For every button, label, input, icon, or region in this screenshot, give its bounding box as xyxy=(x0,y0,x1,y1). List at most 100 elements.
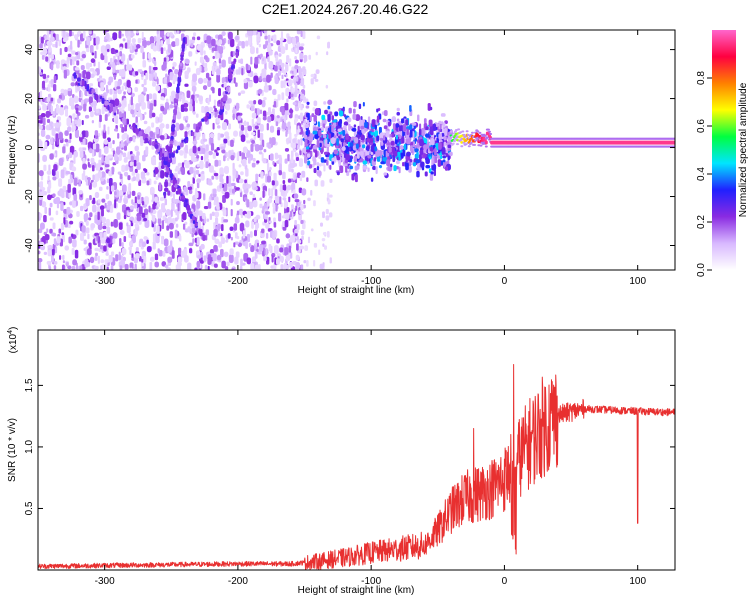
snr-series-line xyxy=(38,363,675,570)
heatmap-cell xyxy=(325,215,330,221)
heatmap-cell xyxy=(319,142,322,148)
heatmap-cell xyxy=(223,251,229,258)
heatmap-cell xyxy=(266,175,272,183)
heatmap-cell xyxy=(99,96,103,100)
heatmap-cell xyxy=(246,257,252,265)
heatmap-cell xyxy=(216,254,222,261)
heatmap-cell xyxy=(306,149,311,153)
heatmap-cell xyxy=(294,229,299,234)
heatmap-cell xyxy=(198,210,203,217)
heatmap-cell xyxy=(106,237,111,244)
heatmap-cell xyxy=(143,78,147,86)
heatmap-cell xyxy=(174,183,178,188)
heatmap-cell xyxy=(62,30,66,39)
heatmap-cell xyxy=(164,198,168,206)
heatmap-cell xyxy=(287,178,292,183)
heatmap-cell xyxy=(312,107,316,112)
heatmap-cell xyxy=(220,146,226,150)
heatmap-cell xyxy=(110,57,113,65)
heatmap-cell xyxy=(176,106,180,111)
heatmap-cell xyxy=(294,59,299,64)
heatmap-cell xyxy=(100,259,105,264)
heatmap-cell xyxy=(278,196,282,205)
heatmap-cell xyxy=(178,189,181,193)
heatmap-cell xyxy=(160,30,165,38)
heatmap-cell xyxy=(286,138,289,145)
heatmap-cell xyxy=(229,248,234,256)
heatmap-cell xyxy=(376,108,379,113)
heatmap-cell xyxy=(73,193,78,201)
heatmap-cell xyxy=(271,180,275,186)
heatmap-cell xyxy=(239,265,243,270)
heatmap-cell xyxy=(424,133,430,138)
heatmap-cell xyxy=(151,112,156,118)
heatmap-cell xyxy=(68,152,73,159)
heatmap-cell xyxy=(390,140,395,146)
heatmap-cell xyxy=(279,255,284,263)
heatmap-cell xyxy=(268,243,272,252)
heatmap-frame xyxy=(37,29,676,271)
heatmap-cell xyxy=(204,67,208,72)
heatmap-cell xyxy=(205,161,209,169)
heatmap-cell xyxy=(291,168,294,173)
heatmap-cell xyxy=(109,88,113,95)
heatmap-cell xyxy=(309,140,312,145)
heatmap-cell xyxy=(38,257,43,263)
heatmap-cell xyxy=(242,146,248,154)
heatmap-cell xyxy=(306,101,310,105)
heatmap-cell xyxy=(114,128,119,132)
heatmap-cell xyxy=(151,193,155,202)
heatmap-cell xyxy=(179,142,184,148)
heatmap-cell xyxy=(161,235,164,245)
heatmap-cell xyxy=(117,133,120,139)
heatmap-cell xyxy=(212,188,217,195)
heatmap-cell xyxy=(110,185,115,192)
heatmap-cell xyxy=(300,75,304,79)
heatmap-cell xyxy=(213,263,218,268)
heatmap-cell xyxy=(464,143,468,146)
heatmap-cell xyxy=(229,226,234,231)
heatmap-cell xyxy=(252,199,258,208)
heatmap-cell xyxy=(143,120,148,125)
heatmap-cell xyxy=(395,123,400,128)
heatmap-cell xyxy=(64,130,69,136)
heatmap-cell xyxy=(258,151,263,155)
heatmap-cell xyxy=(138,206,143,215)
heatmap-cell xyxy=(216,146,221,151)
snr-panel: -300 -200 -100 0 100 0.51.01.5 Height of str… xyxy=(7,327,676,596)
heatmap-cell xyxy=(213,222,216,230)
heatmap-cell xyxy=(282,184,287,191)
heatmap-cell xyxy=(278,71,282,76)
colorbar-ticks: 0.00.20.40.60.8 xyxy=(696,71,712,277)
heatmap-cell xyxy=(223,81,227,89)
heatmap-cell xyxy=(465,130,469,133)
snr-x-tick-label: -300 xyxy=(95,576,115,587)
heatmap-cell xyxy=(152,93,157,102)
heatmap-cell xyxy=(330,137,336,145)
heatmap-cell xyxy=(356,165,360,170)
heatmap-cell xyxy=(158,182,162,191)
heatmap-cell xyxy=(234,241,239,245)
heatmap-cell xyxy=(328,212,333,218)
heatmap-cell xyxy=(441,147,446,155)
heatmap-cell xyxy=(325,208,329,215)
heatmap-cell xyxy=(322,243,325,247)
heatmap-cell xyxy=(487,130,491,133)
heatmap-cell xyxy=(313,242,318,248)
heatmap-cell xyxy=(227,39,231,45)
heatmap-cell xyxy=(154,167,159,174)
heatmap-cell xyxy=(94,256,98,262)
heatmap-cell xyxy=(164,181,168,188)
heatmap-cell xyxy=(315,150,318,158)
heatmap-cell xyxy=(146,180,150,186)
heatmap-cell xyxy=(429,173,434,181)
heatmap-cell xyxy=(261,228,265,234)
heatmap-cell xyxy=(409,105,412,112)
heatmap-cell xyxy=(226,152,230,157)
heatmap-cell xyxy=(299,91,302,95)
heatmap-cell xyxy=(60,222,65,231)
heatmap-cell xyxy=(460,145,464,148)
heatmap-cell xyxy=(63,69,67,79)
heatmap-cell xyxy=(260,171,264,179)
heatmap-cell xyxy=(165,123,170,129)
